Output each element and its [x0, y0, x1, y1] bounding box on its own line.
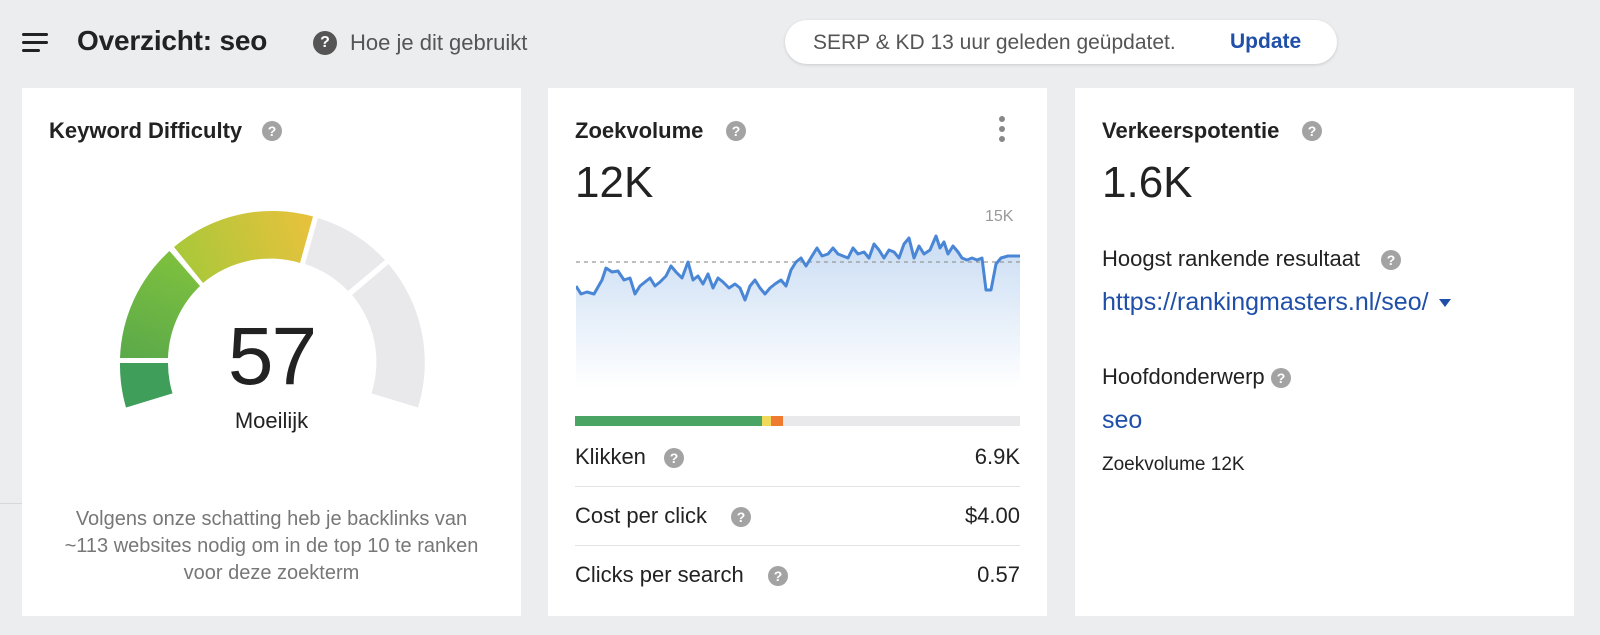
help-icon[interactable]: ? — [313, 31, 337, 55]
gauge-segment-medium — [120, 251, 200, 358]
kd-level: Moeilijk — [234, 408, 309, 433]
top-result-url[interactable]: https://rankingmasters.nl/seo/ — [1102, 288, 1451, 317]
gauge-segment-easy — [119, 363, 173, 408]
parent-topic-link[interactable]: seo — [1102, 406, 1143, 434]
parent-topic-volume: Zoekvolume 12K — [1102, 454, 1245, 475]
help-icon[interactable]: ? — [731, 507, 751, 527]
divider — [575, 545, 1020, 546]
card-title: Keyword Difficulty — [49, 118, 243, 143]
menu-icon[interactable] — [22, 33, 48, 53]
gauge-segment-unfilled-2 — [352, 264, 425, 408]
metric-row-cpc: Cost per click ? $4.00 — [575, 487, 1020, 545]
trend-line — [576, 234, 1020, 302]
divider — [575, 486, 1020, 487]
metric-label: Klikken — [575, 444, 646, 469]
card-title: Verkeerspotentie — [1102, 118, 1280, 143]
update-link[interactable]: Update — [1230, 30, 1302, 53]
help-icon[interactable]: ? — [1302, 121, 1322, 141]
search-volume-value: 12K — [575, 158, 654, 207]
clicks-distribution-bar — [575, 416, 1020, 426]
difficulty-gauge — [119, 210, 425, 408]
top-bar: Overzicht: seo ? Hoe je dit gebruikt SER… — [0, 0, 1600, 86]
kd-score: 57 — [227, 311, 317, 402]
metric-value: 6.9K — [974, 444, 1020, 469]
clicks-paid-segment — [762, 416, 771, 426]
help-icon[interactable]: ? — [1381, 250, 1401, 270]
traffic-potential-value: 1.6K — [1102, 158, 1193, 207]
metric-value: 0.57 — [977, 562, 1020, 587]
how-to-use-link[interactable]: Hoe je dit gebruikt — [350, 30, 528, 55]
clicks-organic-segment — [575, 416, 762, 426]
metric-label: Cost per click — [575, 503, 708, 528]
help-icon[interactable]: ? — [768, 566, 788, 586]
card-title: Zoekvolume — [575, 118, 704, 143]
kebab-menu-icon[interactable] — [998, 116, 1006, 144]
update-notice: SERP & KD 13 uur geleden geüpdatet. Upda… — [785, 20, 1337, 64]
volume-trend-chart — [576, 234, 1020, 388]
update-message: SERP & KD 13 uur geleden geüpdatet. — [813, 31, 1176, 54]
metric-label: Clicks per search — [575, 562, 744, 587]
top-result-url-text[interactable]: https://rankingmasters.nl/seo/ — [1102, 288, 1429, 316]
kd-note: Volgens onze schatting heb je backlinks … — [64, 508, 479, 584]
help-icon[interactable]: ? — [664, 448, 684, 468]
parent-topic-label: Hoofdonderwerp — [1102, 364, 1265, 389]
clicks-other-segment — [771, 416, 783, 426]
gauge-segment-unfilled-1 — [305, 218, 385, 291]
caret-down-icon[interactable] — [1438, 299, 1451, 308]
page-title: Overzicht: seo — [77, 25, 268, 56]
divider — [0, 503, 22, 504]
metric-row-clicks: Klikken ? 6.9K — [575, 428, 1020, 486]
search-volume-card: Zoekvolume ? 12K 15K Klikken ? 6.9K Cost… — [548, 88, 1047, 616]
help-icon[interactable]: ? — [726, 121, 746, 141]
help-icon[interactable]: ? — [1271, 368, 1291, 388]
traffic-potential-card: Verkeerspotentie ? 1.6K Hoogst rankende … — [1075, 88, 1574, 616]
help-icon[interactable]: ? — [262, 121, 282, 141]
metric-value: $4.00 — [964, 503, 1020, 528]
metric-row-cps: Clicks per search ? 0.57 — [575, 546, 1020, 604]
chart-max-label: 15K — [985, 208, 1014, 225]
gauge-segment-hard — [174, 210, 313, 283]
keyword-difficulty-card: Keyword Difficulty ? 57 Moeilijk Volgens… — [22, 88, 521, 616]
top-result-label: Hoogst rankende resultaat — [1102, 246, 1361, 271]
trend-area — [576, 236, 1020, 388]
